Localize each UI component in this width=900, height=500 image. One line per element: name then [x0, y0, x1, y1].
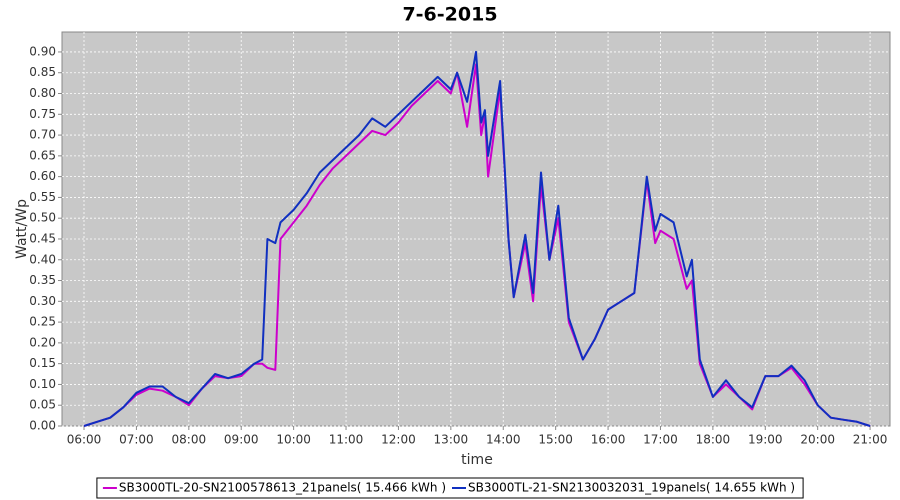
- y-tick-label: 0.75: [29, 107, 56, 121]
- legend-label: SB3000TL-20-SN2100578613_21panels( 15.46…: [119, 481, 446, 495]
- y-tick-label: 0.85: [29, 65, 56, 79]
- y-tick-label: 0.15: [29, 356, 56, 370]
- y-tick-label: 0.00: [29, 419, 56, 433]
- x-tick-label: 07:00: [119, 433, 154, 447]
- x-tick-label: 17:00: [643, 433, 678, 447]
- series-line: [83, 50, 871, 427]
- x-tick-label: 09:00: [224, 433, 259, 447]
- y-tick-label: 0.45: [29, 231, 56, 245]
- x-tick-label: 14:00: [486, 433, 521, 447]
- x-tick-label: 16:00: [591, 433, 626, 447]
- legend-label: SB3000TL-21-SN2130032031_19panels( 14.65…: [468, 481, 795, 495]
- y-tick-label: 0.65: [29, 148, 56, 162]
- x-tick-label: 19:00: [748, 433, 783, 447]
- y-tick-label: 0.60: [29, 169, 56, 183]
- legend-box: [96, 477, 804, 499]
- x-tick-label: 21:00: [853, 433, 888, 447]
- x-tick-label: 10:00: [276, 433, 311, 447]
- y-tick-label: 0.30: [29, 294, 56, 308]
- y-tick-label: 0.10: [29, 377, 56, 391]
- y-tick-label: 0.05: [29, 398, 56, 412]
- x-tick-label: 08:00: [172, 433, 207, 447]
- y-tick-label: 0.90: [29, 44, 56, 58]
- x-tick-label: 12:00: [381, 433, 416, 447]
- y-tick-label: 0.80: [29, 86, 56, 100]
- y-tick-label: 0.25: [29, 315, 56, 329]
- x-tick-label: 13:00: [434, 433, 469, 447]
- x-tick-label: 11:00: [329, 433, 364, 447]
- y-tick-label: 0.35: [29, 273, 56, 287]
- x-tick-label: 20:00: [800, 433, 835, 447]
- y-tick-label: 0.50: [29, 211, 56, 225]
- y-tick-label: 0.55: [29, 190, 56, 204]
- x-tick-label: 06:00: [67, 433, 102, 447]
- y-axis-label: Watt/Wp: [14, 199, 30, 259]
- chart-title: 7-6-2015: [402, 4, 497, 26]
- y-tick-label: 0.20: [29, 335, 56, 349]
- y-tick-label: 0.70: [29, 128, 56, 142]
- y-tick-label: 0.40: [29, 252, 56, 266]
- x-axis-label: time: [461, 452, 493, 468]
- x-tick-label: 18:00: [696, 433, 731, 447]
- x-tick-label: 15:00: [538, 433, 573, 447]
- plot-area: [61, 31, 891, 427]
